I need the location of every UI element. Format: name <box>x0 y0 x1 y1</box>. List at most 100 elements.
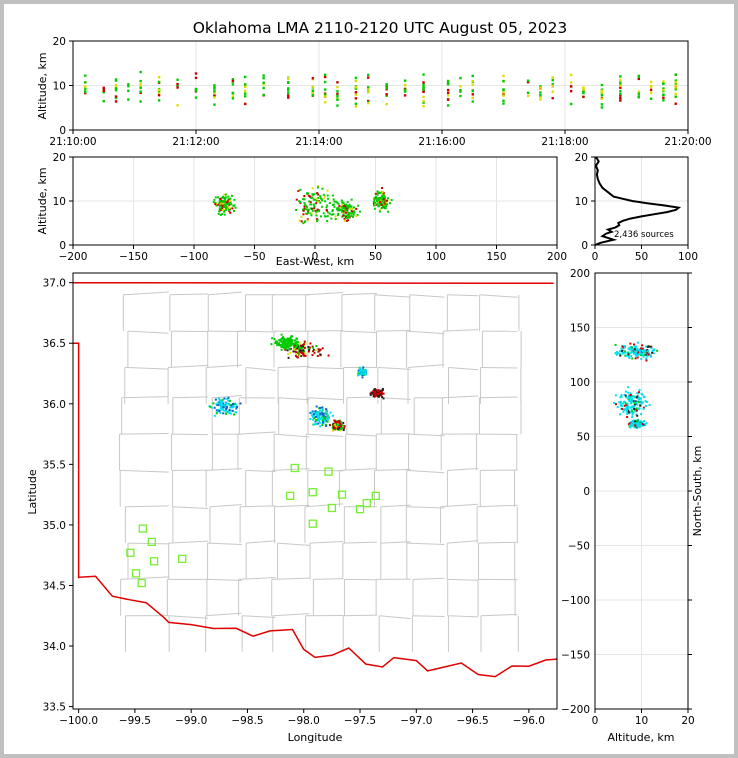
plan-view-source <box>285 347 288 350</box>
altitude-ns-source <box>621 408 624 411</box>
altitude-ns-source <box>630 422 633 425</box>
altitude-ns-source <box>621 402 624 405</box>
altitude-ns-x-tick-label: 10 <box>635 715 648 727</box>
altitude-ns-source <box>618 401 621 404</box>
lma-stations <box>126 463 380 588</box>
plan-view-source <box>361 369 364 372</box>
plan-view-source <box>321 424 324 427</box>
ew-altitude-source <box>312 198 315 201</box>
altitude-ns-source <box>633 408 636 411</box>
ew-altitude-source <box>219 197 222 200</box>
ew-altitude-source <box>311 209 314 212</box>
plan-view-source <box>293 348 296 351</box>
ew-altitude-source <box>330 217 333 220</box>
plan-view-x-tick-label: −96.5 <box>456 715 488 727</box>
plan-view-source <box>359 373 362 376</box>
plan-view-source <box>231 406 234 409</box>
altitude-ns-source <box>634 426 637 429</box>
time-altitude-source <box>262 74 265 77</box>
ew-altitude-source <box>321 199 324 202</box>
plan-view-source <box>363 372 366 375</box>
ew-altitude-source <box>217 196 220 199</box>
time-altitude-source <box>539 93 542 97</box>
altitude-ns-source <box>632 405 635 408</box>
altitude-ns-source <box>634 354 637 357</box>
plan-view-source <box>335 428 338 431</box>
plan-view-source <box>221 401 224 404</box>
ew-altitude-source <box>336 201 339 204</box>
lma-station-marker <box>290 463 299 473</box>
time-altitude-source <box>323 93 327 96</box>
time-altitude-source <box>244 83 247 86</box>
plan-view-source <box>363 373 366 376</box>
plan-view-source <box>222 412 225 415</box>
plan-view-source <box>337 424 340 427</box>
altitude-ns-source <box>640 357 643 360</box>
plan-view-source <box>302 345 305 348</box>
plan-view-source <box>216 410 219 413</box>
ew-altitude-source <box>376 203 379 206</box>
ew-altitude-source <box>356 214 359 217</box>
ew-altitude-source <box>326 219 329 222</box>
county-line <box>442 329 479 332</box>
altitude-ns-source <box>623 346 626 349</box>
ew-altitude-source <box>306 193 309 196</box>
ew-altitude-source <box>374 201 377 204</box>
time-altitude-source <box>336 85 339 89</box>
plan-view-source <box>310 414 313 417</box>
plan-view-source <box>302 350 305 353</box>
ew-altitude-source <box>225 208 228 211</box>
ew-altitude-source <box>300 215 303 218</box>
ew-altitude-source <box>306 208 309 211</box>
plan-view-ticks: −100.0 −99.5 −99.0 −98.5 −98.0 −97.5 −97.0 −96.… <box>43 278 545 727</box>
ew-altitude-source <box>343 217 346 220</box>
time-altitude-source <box>176 86 179 89</box>
ew-altitude-source <box>342 212 345 215</box>
ew-altitude-source <box>345 207 348 210</box>
county-line <box>448 366 479 371</box>
plan-view-source <box>356 374 359 377</box>
plan-view-x-tick-label: −98.5 <box>231 715 263 727</box>
altitude-ns-source <box>630 423 633 426</box>
time-altitude-source <box>526 80 530 84</box>
plan-view-source <box>331 429 334 432</box>
altitude-ns-y-tick-label: −100 <box>561 595 590 607</box>
plan-view-source <box>232 405 235 408</box>
time-altitude-source <box>367 88 370 91</box>
ew-altitude-source <box>312 203 315 206</box>
time-altitude-source <box>422 105 425 108</box>
altitude-ns-source <box>645 359 648 362</box>
plan-view-source <box>299 351 302 354</box>
ew-altitude-source <box>316 186 319 189</box>
altitude-histogram-ticks: 0 50 100 0 10 20 <box>575 152 698 263</box>
ew-altitude-source <box>379 199 382 202</box>
altitude-ns-source <box>637 401 640 404</box>
ew-altitude-source <box>342 214 345 217</box>
plan-view-xlabel: Longitude <box>288 731 343 744</box>
plan-view-source <box>228 399 231 402</box>
time-altitude-source <box>323 95 327 98</box>
altitude-ns-source <box>636 341 639 344</box>
time-altitude-source <box>287 92 290 95</box>
ew-altitude-source <box>307 194 310 197</box>
altitude-ns-source <box>620 395 623 398</box>
time-altitude-source <box>569 102 573 106</box>
ew-altitude-panel: −200 −150 −100 −50 0 50 100 150 200 0 10 20 Altitud… <box>36 152 567 268</box>
plan-view-source <box>287 356 290 359</box>
plan-view-source <box>227 396 230 399</box>
plan-view-source <box>362 370 365 373</box>
ew-altitude-source <box>347 212 350 215</box>
ew-altitude-source <box>316 200 319 203</box>
county-line <box>120 576 169 580</box>
plan-view-source <box>311 415 314 418</box>
plan-view-source <box>324 418 327 421</box>
lma-station-marker <box>178 554 187 563</box>
altitude-ns-source <box>631 413 634 416</box>
ew-altitude-source <box>382 194 385 197</box>
altitude-ns-source <box>617 352 620 355</box>
plan-view-source <box>338 420 341 423</box>
plan-view-source <box>280 333 283 336</box>
county-line <box>343 614 377 617</box>
altitude-ns-source <box>613 401 616 404</box>
altitude-ns-source <box>620 404 623 407</box>
